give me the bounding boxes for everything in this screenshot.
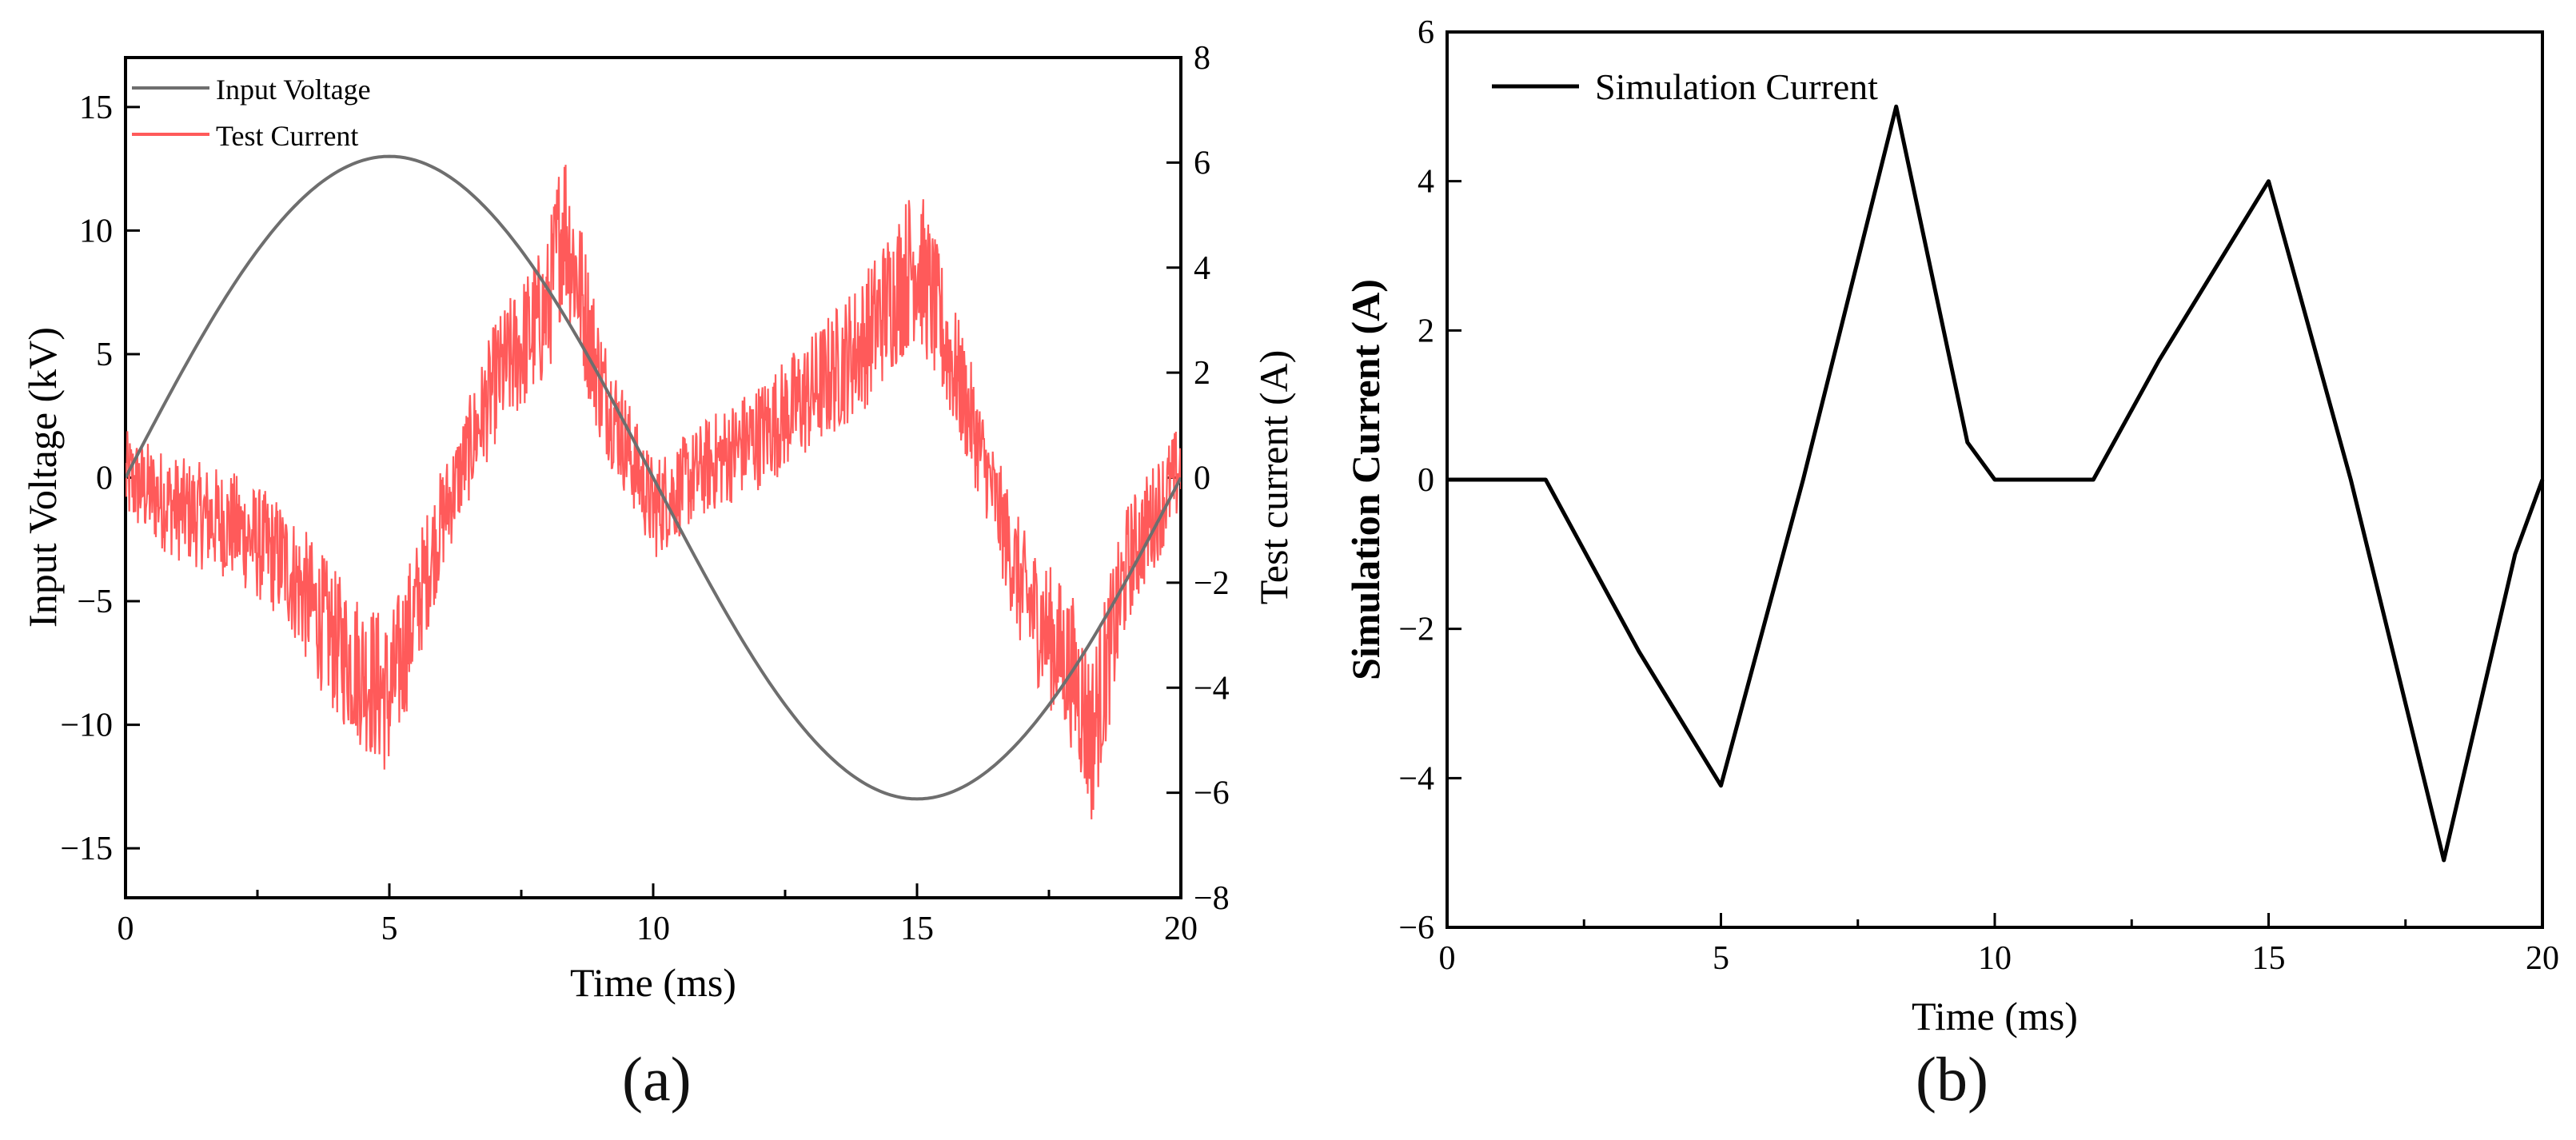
- b-xtick-label: 5: [1713, 940, 1729, 977]
- a-y2tick-label: −4: [1194, 670, 1230, 707]
- a-xtick-label: 5: [381, 911, 398, 947]
- a-ytick-label: 10: [79, 213, 113, 249]
- x-axis-title-b: Time (ms): [1912, 994, 2078, 1038]
- b-ytick-label: 2: [1418, 313, 1434, 349]
- series-group-b: [1447, 104, 2545, 863]
- a-xtick-label: 10: [636, 911, 670, 947]
- caption-b: (b): [1916, 1044, 1988, 1114]
- a-xtick-label: 20: [1164, 911, 1198, 947]
- a-xtick-label: 0: [118, 911, 134, 947]
- y2-axis-title-a: Test current (A): [1251, 350, 1296, 605]
- x-axis-title-a: Time (ms): [570, 960, 736, 1005]
- a-ytick-label: −5: [77, 584, 113, 620]
- a-ytick-label: 5: [96, 337, 113, 373]
- b-ytick-label: 4: [1418, 164, 1434, 201]
- a-y2tick-label: 2: [1194, 355, 1210, 392]
- series-line-input-voltage: [126, 154, 1181, 801]
- b-xtick-label: 0: [1439, 940, 1456, 977]
- a-ytick-label: −10: [60, 708, 113, 744]
- a-y2tick-label: 0: [1194, 460, 1210, 497]
- legend-label-simulation: Simulation Current: [1595, 66, 1878, 107]
- series-line-simulation-current: [1447, 104, 2545, 863]
- y-axis-title-a: Input Voltage (kV): [20, 327, 65, 628]
- b-xtick-label: 10: [1978, 940, 2012, 977]
- a-y2tick-label: −2: [1194, 565, 1230, 602]
- series-group-a: [126, 154, 1181, 819]
- a-y2tick-label: 6: [1194, 145, 1210, 181]
- a-ytick-label: −15: [60, 831, 113, 867]
- y-axis-title-b: Simulation Current (A): [1343, 279, 1388, 680]
- a-y2tick-label: 4: [1194, 250, 1210, 287]
- a-y2tick-label: 8: [1194, 40, 1210, 77]
- legend-b: Simulation Current: [1492, 66, 1878, 107]
- a-xtick-label: 15: [900, 911, 934, 947]
- a-y2tick-label: −8: [1194, 880, 1230, 917]
- b-ytick-label: −6: [1398, 910, 1434, 947]
- legend-label-voltage: Input Voltage: [216, 74, 371, 106]
- legend-a: Input Voltage Test Current: [132, 74, 371, 152]
- b-ytick-label: 6: [1418, 14, 1434, 51]
- a-ytick-label: 15: [79, 90, 113, 126]
- caption-a: (a): [622, 1044, 692, 1114]
- b-xtick-label: 15: [2252, 940, 2286, 977]
- b-xtick-label: 20: [2526, 940, 2559, 977]
- b-ytick-label: −4: [1398, 760, 1434, 797]
- series-line-test-current: [126, 165, 1181, 819]
- a-ytick-label: 0: [96, 460, 113, 497]
- b-ytick-label: −2: [1398, 612, 1434, 648]
- a-y2tick-label: −6: [1194, 775, 1230, 812]
- b-ytick-label: 0: [1418, 462, 1434, 499]
- legend-label-test-current: Test Current: [216, 120, 358, 152]
